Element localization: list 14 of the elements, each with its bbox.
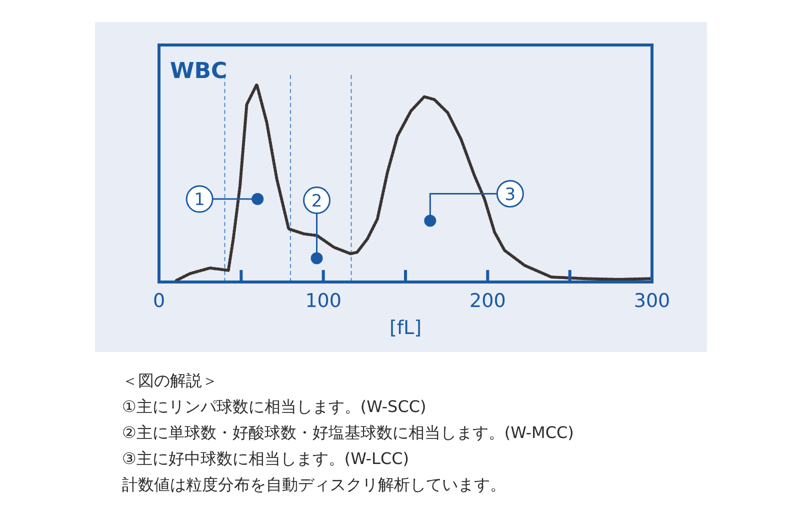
text: ③主に好中球数に相当します。(W-LCC)	[122, 449, 410, 468]
x-tick-label: 300	[634, 290, 670, 312]
x-tick-label: 100	[305, 290, 342, 312]
text: 計数値は粒度分布を自動ディスクリ解析しています。	[122, 475, 506, 494]
text: ②主に単球数・好酸球数・好塩基球数に相当します。(W-MCC)	[122, 423, 574, 442]
annotation: 1	[194, 190, 206, 210]
x-axis-title: [fL]	[389, 317, 422, 339]
text: ＜図の解説＞	[122, 371, 218, 390]
x-tick-label: 200	[470, 290, 506, 312]
text: ①主にリンパ球数に相当します。(W-SCC)	[122, 397, 426, 416]
chart-title: WBC	[170, 59, 228, 84]
x-tick-label: 0	[152, 290, 166, 312]
annotation: 3	[504, 184, 516, 205]
annotation: 2	[311, 191, 322, 212]
